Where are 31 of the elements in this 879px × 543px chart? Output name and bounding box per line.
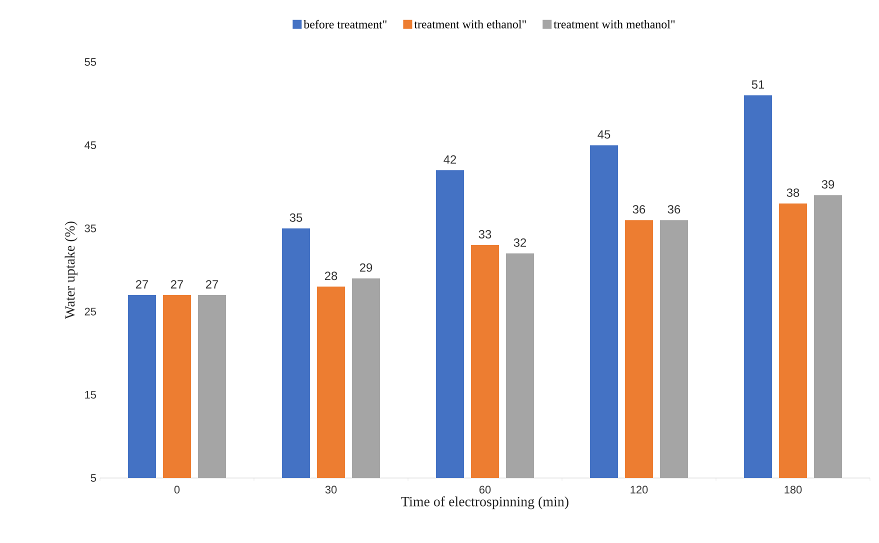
- data-label: 33: [478, 230, 492, 239]
- data-label: 27: [136, 280, 148, 288]
- y-tick-label: 45: [84, 141, 96, 150]
- y-axis-title: Water uptake (%): [64, 222, 78, 319]
- data-label: 39: [822, 180, 834, 189]
- data-label: 36: [632, 205, 646, 214]
- data-label: 27: [170, 280, 184, 288]
- data-label: 29: [360, 263, 372, 272]
- data-label: 38: [786, 188, 800, 197]
- x-tick-label: 180: [784, 486, 802, 494]
- x-tick-label: 120: [630, 486, 648, 494]
- data-label: 36: [668, 205, 680, 214]
- data-label: 32: [514, 238, 526, 247]
- y-tick-label: 25: [84, 308, 96, 316]
- y-tick-label: 55: [84, 58, 96, 66]
- x-tick-label: 0: [174, 486, 180, 494]
- data-label: 51: [752, 80, 764, 89]
- y-tick-label: 5: [90, 474, 96, 482]
- data-label: 28: [324, 272, 338, 280]
- y-tick-label: 15: [85, 390, 96, 399]
- legend-label: treatment with methanol": [554, 20, 675, 28]
- data-label: 45: [598, 130, 610, 139]
- data-label: 42: [444, 155, 456, 164]
- x-axis-title: Time of electrospinning (min): [401, 496, 568, 510]
- legend-label: before treatment": [304, 20, 386, 28]
- data-label: 35: [290, 213, 302, 222]
- x-tick-label: 30: [325, 486, 337, 494]
- legend-label: treatment with ethanol": [414, 20, 526, 28]
- y-tick-label: 35: [84, 224, 96, 232]
- data-label: 27: [206, 280, 218, 288]
- x-tick-label: 60: [479, 486, 491, 494]
